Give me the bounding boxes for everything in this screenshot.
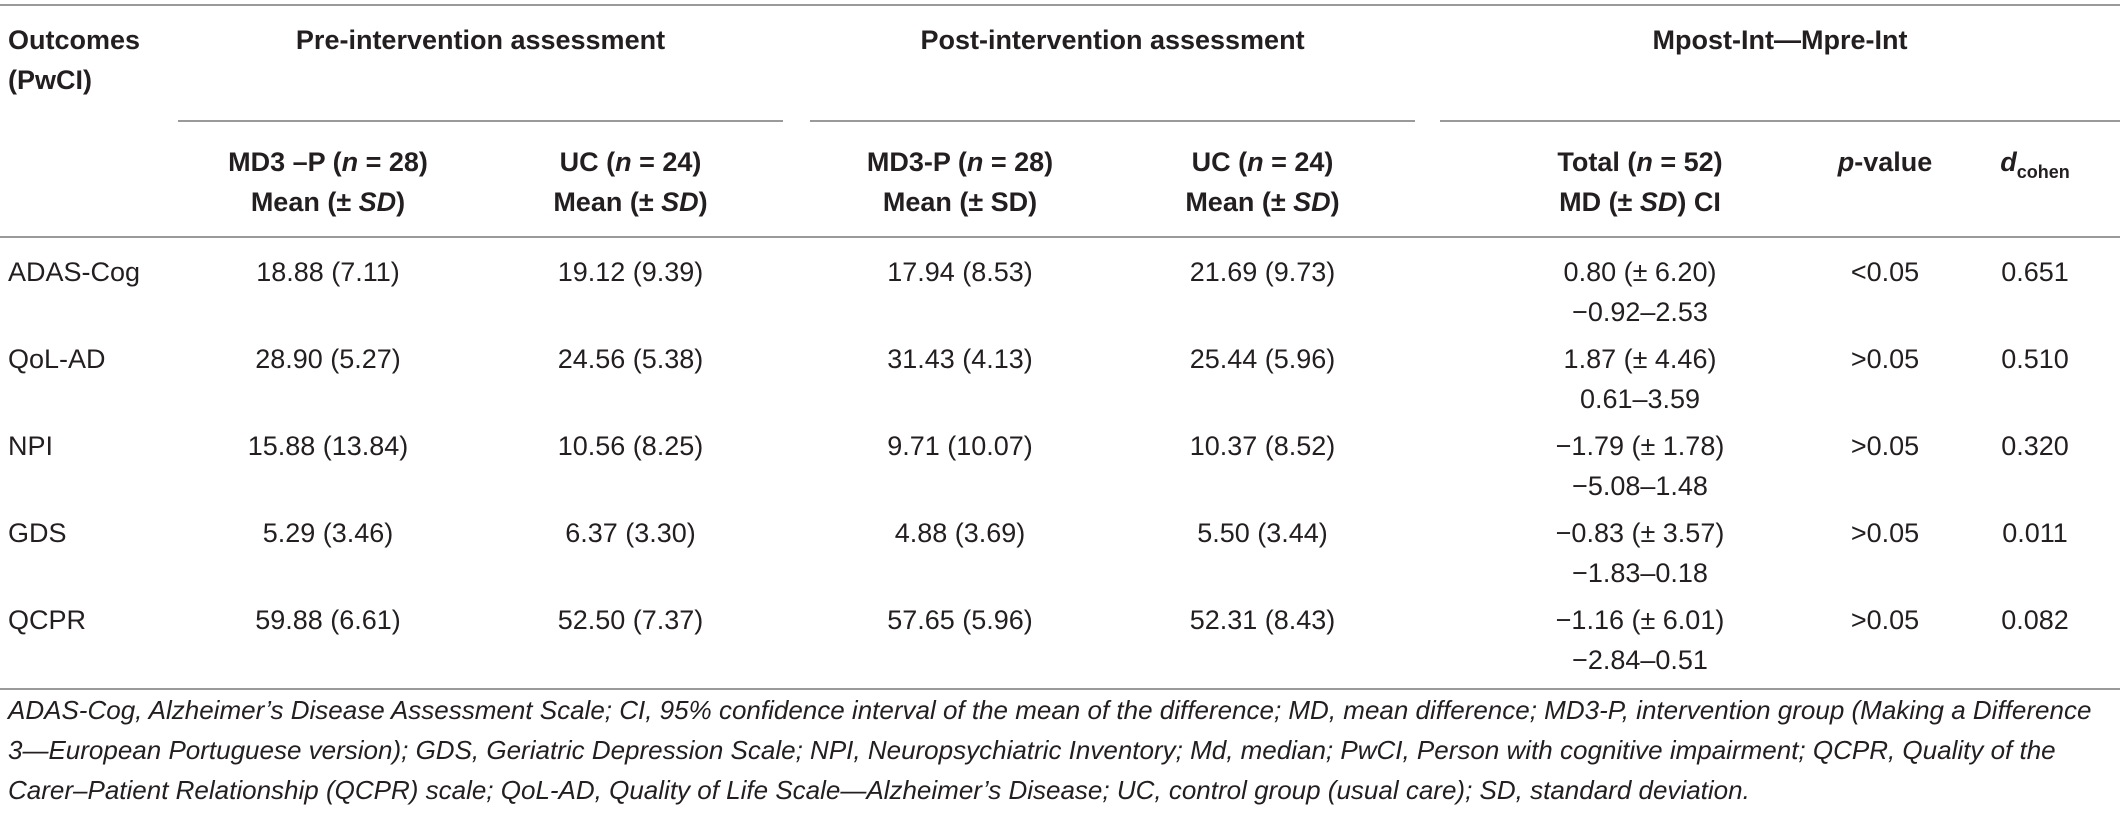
- post-md3-value: 57.65 (5.96): [887, 605, 1033, 635]
- header-bottom-rule: [0, 236, 2120, 238]
- diff-group-rule: [1440, 120, 2120, 122]
- p-value: >0.05: [1850, 518, 1920, 548]
- top-rule: [0, 4, 2120, 6]
- pre-uc-value: 10.56 (8.25): [557, 431, 704, 461]
- pre-md3-column-header: MD3 –P (n = 28) Mean (± SD): [228, 147, 428, 217]
- post-uc-value: 52.31 (8.43): [1189, 605, 1336, 635]
- post-md3-value: 4.88 (3.69): [894, 518, 1026, 548]
- outcome-label: GDS: [8, 518, 67, 548]
- cohen-d-column-header: dcohen: [2000, 147, 2070, 182]
- pre-md3-value: 5.29 (3.46): [262, 518, 394, 548]
- p-value-column-header: p-value: [1837, 147, 1933, 177]
- md-ci-value: 0.80 (± 6.20) −0.92–2.53: [1563, 257, 1717, 327]
- post-uc-value: 21.69 (9.73): [1189, 257, 1336, 287]
- post-md3-column-header: MD3-P (n = 28) Mean (± SD): [866, 147, 1054, 217]
- pre-uc-value: 52.50 (7.37): [557, 605, 704, 635]
- pre-md3-value: 15.88 (13.84): [247, 431, 409, 461]
- table-bottom-rule: [0, 688, 2120, 690]
- pre-md3-value: 59.88 (6.61): [255, 605, 401, 635]
- p-value: <0.05: [1850, 257, 1920, 287]
- outcome-label: NPI: [8, 431, 54, 461]
- post-md3-value: 31.43 (4.13): [887, 344, 1033, 374]
- md-ci-value: −1.79 (± 1.78) −5.08–1.48: [1555, 431, 1725, 501]
- post-md3-value: 17.94 (8.53): [887, 257, 1033, 287]
- post-uc-value: 5.50 (3.44): [1197, 518, 1328, 548]
- md-ci-value: −1.16 (± 6.01) −2.84–0.51: [1555, 605, 1725, 675]
- cohen-d-value: 0.320: [2001, 431, 2069, 461]
- pre-uc-value: 19.12 (9.39): [557, 257, 704, 287]
- post-md3-value: 9.71 (10.07): [887, 431, 1033, 461]
- post-uc-value: 25.44 (5.96): [1189, 344, 1336, 374]
- post-uc-value: 10.37 (8.52): [1189, 431, 1336, 461]
- p-value: >0.05: [1850, 605, 1920, 635]
- pre-md3-value: 28.90 (5.27): [255, 344, 401, 374]
- md-ci-value: −0.83 (± 3.57) −1.83–0.18: [1555, 518, 1725, 588]
- table-footnote: ADAS-Cog, Alzheimer’s Disease Assessment…: [8, 695, 2092, 805]
- post-intervention-group-header: Post-intervention assessment: [920, 25, 1305, 55]
- outcomes-header: Outcomes (PwCI): [8, 25, 141, 95]
- outcome-label: QoL-AD: [8, 344, 106, 374]
- pre-group-rule: [178, 120, 783, 122]
- cohen-d-value: 0.651: [2001, 257, 2069, 287]
- p-value: >0.05: [1850, 344, 1920, 374]
- cohen-d-value: 0.011: [2002, 518, 2068, 548]
- cohen-d-value: 0.082: [2001, 605, 2069, 635]
- post-uc-column-header: UC (n = 24) Mean (± SD): [1185, 147, 1340, 217]
- p-value: >0.05: [1850, 431, 1920, 461]
- post-group-rule: [810, 120, 1415, 122]
- pre-uc-value: 6.37 (3.30): [565, 518, 696, 548]
- outcome-label: ADAS-Cog: [8, 257, 141, 287]
- difference-group-header: Mpost-Int—Mpre-Int: [1652, 25, 1908, 55]
- pre-uc-column-header: UC (n = 24) Mean (± SD): [553, 147, 708, 217]
- pre-md3-value: 18.88 (7.11): [256, 257, 400, 287]
- cohen-d-value: 0.510: [2001, 344, 2069, 374]
- outcome-label: QCPR: [8, 605, 87, 635]
- total-md-column-header: Total (n = 52) MD (± SD) CI: [1557, 147, 1723, 217]
- pre-uc-value: 24.56 (5.38): [557, 344, 704, 374]
- md-ci-value: 1.87 (± 4.46) 0.61–3.59: [1563, 344, 1717, 414]
- pre-intervention-group-header: Pre-intervention assessment: [295, 25, 666, 55]
